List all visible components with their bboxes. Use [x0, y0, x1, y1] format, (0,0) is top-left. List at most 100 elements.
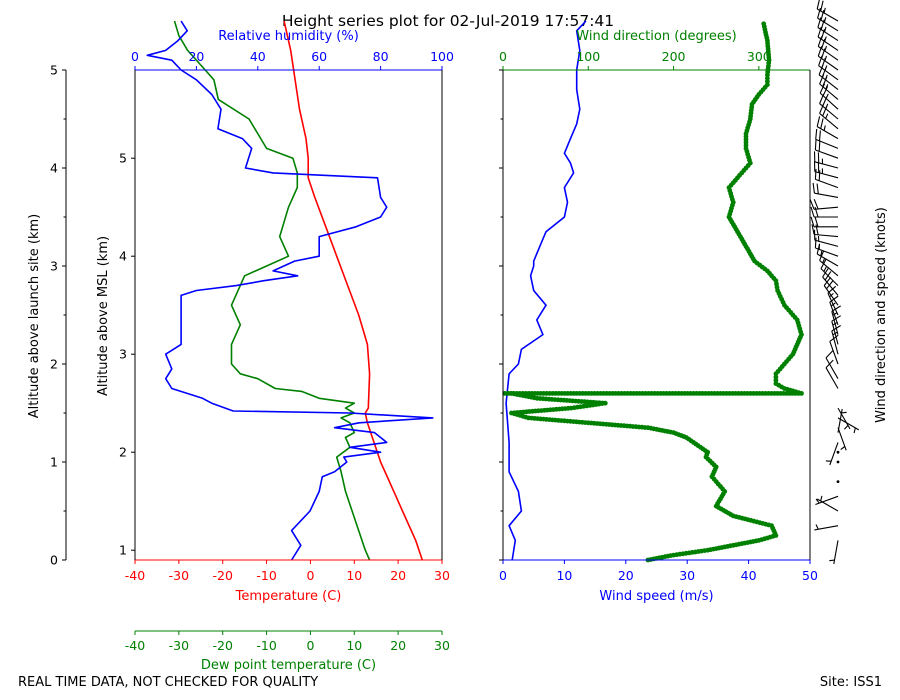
wind-barb-half-flag: [825, 103, 829, 109]
wind-barb-half-flag: [822, 257, 826, 264]
wind-barb: [809, 198, 839, 210]
wind-barb: [825, 359, 839, 389]
dewpoint-tick-label: 0: [306, 638, 314, 653]
msl-tick-label: 4: [119, 249, 127, 264]
wind-barb: [819, 250, 839, 277]
temperature-tick-label: -40: [125, 568, 145, 583]
wind-direction-tick-label: 300: [747, 49, 771, 64]
wind-barb-panel: Wind direction and speed (knots): [809, 0, 889, 565]
wind-barb: [810, 216, 838, 228]
wind-barb-flag: [812, 182, 815, 194]
wind-barb-staff: [816, 253, 839, 267]
wind-speed-tick-label: 40: [741, 568, 757, 583]
series-relative-humidity-line: [146, 20, 434, 561]
wind-barb-flag: [816, 116, 821, 127]
series-wind-speed-line: [505, 20, 587, 561]
wind-barb-staff: [833, 540, 839, 565]
wind-direction-point: [765, 75, 770, 81]
wind-barb-staff: [829, 302, 839, 325]
wind-barb-half-flag: [823, 17, 827, 23]
wind-barb-flag: [816, 0, 820, 10]
rh-tick-label: 20: [188, 49, 204, 64]
wind-speed-tick-label: 0: [499, 568, 507, 583]
wind-direction-tick-label: 200: [662, 49, 686, 64]
wind-barb-half-flag: [823, 125, 826, 131]
wind-barb-half-flag: [825, 113, 829, 119]
launch-tick-label: 4: [50, 161, 58, 176]
wind-barb: [813, 151, 839, 169]
wind-barb-calm: [836, 460, 840, 464]
wind-barb: [814, 139, 839, 159]
wind-barb: [817, 36, 839, 61]
temperature-tick-label: 0: [306, 568, 314, 583]
wind-barb-flag: [825, 349, 834, 359]
msl-tick-label: 1: [119, 543, 127, 558]
wind-barb-staff: [814, 192, 839, 198]
wind-barb-flag: [814, 139, 817, 151]
wind-direction-point: [761, 21, 767, 27]
wind-direction-point: [765, 82, 770, 88]
wind-barb-half-flag: [829, 559, 835, 562]
dewpoint-axis-label: Dew point temperature (C): [201, 658, 376, 673]
wind-barb-staff: [817, 55, 839, 71]
wind-barb-half-flag: [824, 65, 828, 71]
launch-tick-label: 0: [50, 553, 58, 568]
dewpoint-tick-label: -10: [256, 638, 276, 653]
wind-barb-half-flag: [820, 495, 823, 502]
wind-barb-flag: [810, 206, 815, 218]
wind-barb: [837, 427, 847, 451]
wind-barb-half-flag: [824, 74, 828, 80]
wind-barb: [812, 182, 839, 198]
chart-title: Height series plot for 02-Jul-2019 17:57…: [282, 12, 614, 30]
wind-barb-flag: [819, 250, 825, 261]
wind-barb-flag: [817, 36, 823, 47]
launch-tick-label: 5: [50, 63, 58, 78]
temperature-tick-label: -20: [213, 568, 233, 583]
dewpoint-tick-label: -40: [125, 638, 145, 653]
wind-barb-flag: [817, 7, 821, 19]
rh-tick-label: 60: [311, 49, 327, 64]
wind-speed-axis-label: Wind speed (m/s): [599, 589, 713, 604]
wind-barb-half-flag: [824, 26, 827, 33]
wind-barb-staff: [814, 525, 839, 531]
wind-barb-flag: [820, 9, 825, 21]
wind-barb-staff: [825, 367, 839, 389]
rh-tick-label: 80: [373, 49, 389, 64]
wind-barb-half-flag: [840, 446, 846, 451]
dewpoint-tick-label: 20: [390, 638, 406, 653]
wind-barb: [836, 480, 840, 483]
wind-barb-half-flag: [844, 425, 849, 430]
msl-tick-label: 2: [119, 445, 127, 460]
wind-barb-half-flag: [824, 55, 828, 61]
wind-barb-staff: [814, 206, 839, 210]
series-dew-point-line: [173, 20, 371, 561]
series-wind-direction-dots: [502, 21, 804, 563]
wind-barb: [814, 524, 839, 531]
wind-barb-half-flag: [823, 266, 827, 272]
wind-direction-point: [773, 374, 779, 380]
dewpoint-tick-label: 10: [346, 638, 362, 653]
wind-barb-half-flag: [823, 7, 826, 14]
wind-barb: [825, 349, 839, 379]
wind-barb-half-flag: [824, 45, 828, 52]
wind-barb: [814, 168, 839, 189]
launch-axis-label: Altitude above launch site (km): [27, 214, 42, 418]
wind-barb-half-flag: [825, 84, 829, 90]
wind-barb-staff: [837, 417, 860, 431]
wind-barb-flag: [809, 199, 815, 210]
wind-barb-staff: [814, 161, 839, 169]
wind-direction-axis-label: Wind direction (degrees): [576, 29, 736, 44]
quality-disclaimer: REAL TIME DATA, NOT CHECKED FOR QUALITY: [18, 675, 318, 690]
wind-barb-flag: [813, 198, 819, 210]
wind-barb: [837, 407, 851, 430]
wind-barb-flag: [820, 0, 824, 12]
rh-tick-label: 40: [250, 49, 266, 64]
wind-barb-staff: [819, 112, 839, 130]
wind-barb-staff: [814, 239, 839, 247]
wind-barb-staff: [817, 17, 839, 32]
wind-barb: [811, 224, 839, 238]
wind-barb-half-flag: [841, 411, 847, 414]
temperature-tick-label: -30: [169, 568, 189, 583]
dewpoint-tick-label: 30: [434, 638, 450, 653]
wind-barb-staff: [817, 45, 839, 61]
